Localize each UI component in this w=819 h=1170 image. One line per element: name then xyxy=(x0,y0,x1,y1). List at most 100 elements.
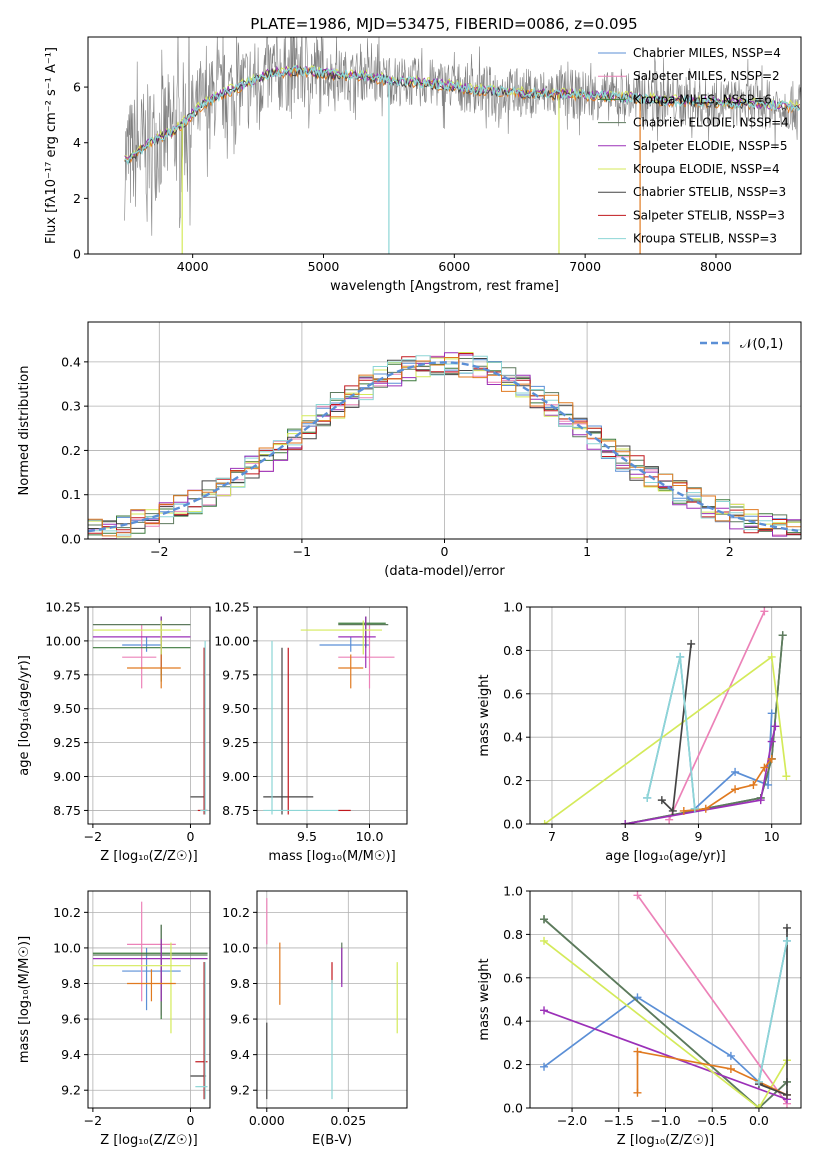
x-tick-label: −2 xyxy=(84,829,102,844)
x-tick-label: 0 xyxy=(187,829,195,844)
x-tick-label: 0.0 xyxy=(749,1113,769,1128)
weight-marker xyxy=(760,607,769,616)
plot-area xyxy=(124,37,801,254)
weight-marker xyxy=(760,763,769,772)
x-tick-label: 9 xyxy=(694,829,702,844)
figure-title: PLATE=1986, MJD=53475, FIBERID=0086, z=0… xyxy=(250,15,637,33)
weight-series-salpeter_elodie xyxy=(543,1009,788,1101)
y-tick-label: 9.50 xyxy=(53,701,81,716)
y-tick-label: 9.50 xyxy=(222,701,250,716)
weight-marker xyxy=(540,1062,549,1071)
x-tick-label: 8000 xyxy=(700,259,732,274)
histogram-kroupa_stelib xyxy=(88,355,801,536)
y-tick-label: 9.25 xyxy=(222,735,250,750)
weight-marker xyxy=(764,780,773,789)
errorbar-point xyxy=(127,654,181,689)
weight-marker xyxy=(633,1047,642,1056)
y-axis-label: mass weight xyxy=(477,674,492,756)
weight-marker xyxy=(633,993,642,1002)
weight-series-kroupa_stelib xyxy=(758,940,788,1083)
weight-marker xyxy=(782,772,791,781)
y-axis-label: Normed distribution xyxy=(17,366,32,496)
weight-series-orange xyxy=(683,758,773,812)
errorbar-point xyxy=(92,620,181,655)
weight-marker xyxy=(701,804,710,813)
x-tick-label: 7000 xyxy=(569,259,601,274)
x-tick-label: 8 xyxy=(621,829,629,844)
plot-area xyxy=(257,891,407,1108)
y-tick-label: 0.0 xyxy=(61,532,81,547)
weight-marker xyxy=(767,709,776,718)
y-tick-label: 0.3 xyxy=(61,399,81,414)
x-tick-label: 0 xyxy=(187,1113,195,1128)
errorbar-point xyxy=(127,901,176,1002)
errorbar-point xyxy=(92,939,208,1002)
errorbar-point xyxy=(338,616,386,648)
weight-marker xyxy=(540,820,549,824)
x-tick-label: −2 xyxy=(84,1113,102,1128)
weight-marker xyxy=(754,1104,763,1108)
panel-mass_vs_ebv: 0.000 0.025 9.2 9.4 9.6 9.8 10.0 10.2 E(B-V) xyxy=(222,890,408,1148)
y-tick-label: 0.4 xyxy=(503,730,523,745)
weight-series-salpeter_elodie xyxy=(625,726,777,824)
weight-marker xyxy=(749,780,758,789)
y-tick-label: 0.0 xyxy=(503,817,523,832)
x-axis-label: Z [log₁₀(Z/Z☉)] xyxy=(100,849,197,864)
plot-area xyxy=(88,891,210,1108)
x-axis-label: mass [log₁₀(M/M☉)] xyxy=(268,849,395,864)
legend-entry: Chabrier MILES, NSSP=4 xyxy=(633,46,781,60)
y-tick-label: 9.6 xyxy=(230,1012,250,1027)
x-axis-label: Z [log₁₀(Z/Z☉)] xyxy=(100,1133,197,1148)
panel-residual_histogram: −2 −1 0 1 2 0.0 0.1 0.2 0.3 0.4 (data-model)/error… xyxy=(17,321,802,579)
axes-frame xyxy=(87,36,802,255)
y-tick-label: 0.8 xyxy=(503,643,523,658)
spectrum-legend: Chabrier MILES, NSSP=4 Salpeter MILES, NS… xyxy=(598,46,789,246)
legend-entry: Kroupa ELODIE, NSSP=4 xyxy=(633,162,780,176)
errorbar-point xyxy=(338,654,364,689)
errorbar-point xyxy=(338,616,376,669)
weight-marker xyxy=(540,936,549,945)
axes-frame xyxy=(256,890,408,1109)
x-tick-label: 0 xyxy=(441,544,449,559)
errorbar-point xyxy=(263,640,339,815)
errorbar-point xyxy=(92,942,191,1034)
observed-spectrum-line xyxy=(124,37,801,236)
y-tick-label: 9.4 xyxy=(230,1047,250,1062)
weight-marker xyxy=(540,915,549,924)
x-tick-label: 7 xyxy=(548,829,556,844)
legend-entry: Salpeter ELODIE, NSSP=5 xyxy=(633,139,788,153)
axes-frame xyxy=(87,606,211,825)
x-tick-label: −2.0 xyxy=(557,1113,587,1128)
y-tick-label: 9.75 xyxy=(222,667,250,682)
model-spectrum-kroupa_stelib xyxy=(124,64,801,166)
panel-spectrum: 4000 5000 6000 7000 8000 0 2 4 6 wavelength [Angs… xyxy=(44,36,802,294)
y-tick-label: 0.2 xyxy=(503,773,523,788)
weight-marker xyxy=(657,796,666,805)
errorbar-point xyxy=(197,647,208,815)
weight-series-kroupa_elodie xyxy=(544,655,788,824)
weight-marker xyxy=(540,1006,549,1015)
plot-area xyxy=(530,891,801,1108)
panel-weight_vs_Z: −2.0 −1.5 −1.0 −0.5 0.0 0.0 0.2 0.4 0.6 0.8 1.0 Z [… xyxy=(477,884,802,1148)
weight-marker xyxy=(754,1077,763,1086)
x-tick-label: 4000 xyxy=(177,259,209,274)
legend-entry: Chabrier ELODIE, NSSP=4 xyxy=(633,116,789,130)
errorbar-point xyxy=(195,962,208,1100)
weight-marker xyxy=(687,639,696,648)
panel-weight_vs_age: 7 8 9 10 0.0 0.2 0.4 0.6 0.8 1.0 age [log₁₀(age/yr… xyxy=(477,600,802,864)
errorbar-point xyxy=(195,962,208,1100)
y-tick-label: 1.0 xyxy=(503,600,523,615)
legend-entry: Kroupa MILES, NSSP=6 xyxy=(633,92,772,106)
weight-series-salpeter_miles xyxy=(668,610,766,821)
y-tick-label: 10.25 xyxy=(214,600,250,615)
y-tick-label: 0.1 xyxy=(61,487,81,502)
y-axis-label: Flux [fλ10⁻¹⁷ erg cm⁻² s⁻¹ A⁻¹] xyxy=(44,47,59,244)
y-tick-label: 4 xyxy=(73,135,81,150)
weight-marker xyxy=(726,1064,735,1073)
panel-age_vs_Z: −2 0 8.75 9.00 9.25 9.50 9.75 10.00 10.25 Z [log₁… xyxy=(17,600,211,864)
weight-marker xyxy=(643,793,652,802)
y-tick-label: 0.6 xyxy=(503,686,523,701)
legend-entry: Chabrier STELIB, NSSP=3 xyxy=(633,185,786,199)
y-tick-label: 0 xyxy=(73,247,81,262)
